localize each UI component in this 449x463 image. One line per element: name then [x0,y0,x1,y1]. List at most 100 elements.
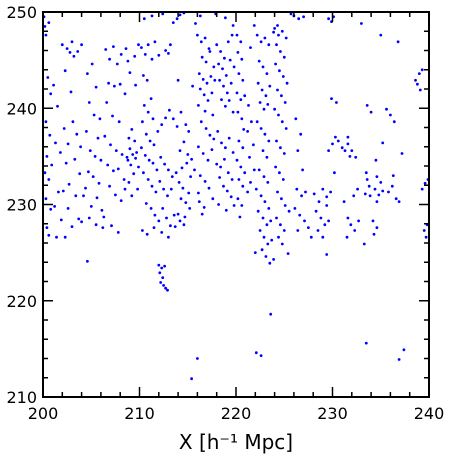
data-point [84,186,87,190]
data-point [215,162,219,166]
data-point [99,158,103,162]
data-point [321,235,325,239]
x-tick-label: 200 [28,404,59,423]
data-point [198,174,202,178]
data-point [248,155,251,159]
data-point [227,99,231,102]
data-point [312,192,316,196]
data-point [98,117,102,121]
data-point [277,33,280,37]
data-point [55,235,58,239]
data-point [423,181,427,185]
data-point [266,181,270,184]
data-point [389,113,392,117]
data-point [109,143,112,147]
y-tick-label: 250 [6,3,37,22]
data-point [247,104,250,107]
data-point [166,288,169,292]
data-point [228,58,232,62]
data-point [177,181,181,184]
data-point [127,136,131,140]
data-point [123,92,127,96]
data-point [107,81,110,85]
data-point [225,189,229,193]
data-point [295,187,299,191]
data-point [317,200,321,204]
data-point [273,107,276,111]
data-point [45,155,49,158]
data-point [296,229,300,232]
data-point [200,212,204,216]
data-point [87,216,91,220]
data-point [269,312,273,316]
data-point [128,147,132,151]
data-point [272,258,275,261]
data-point [176,78,180,82]
data-point [316,229,320,232]
data-point [327,149,330,153]
data-point [148,139,152,143]
data-point [276,24,279,27]
data-point [237,72,241,75]
data-point [52,83,55,87]
data-point [327,17,330,21]
data-point [167,52,170,55]
data-point [76,50,80,53]
data-point [296,149,300,153]
data-point [141,229,144,232]
data-point [184,123,188,126]
data-point [263,132,267,136]
data-point [64,161,68,165]
data-point [280,29,284,33]
data-point [153,213,157,217]
data-point [86,72,89,75]
data-point [186,153,190,156]
data-point [365,178,369,181]
data-point [156,130,160,133]
data-point [153,40,157,44]
data-point [44,33,48,37]
data-point [161,12,165,16]
data-point [142,17,146,21]
data-point [241,146,245,150]
data-point [44,120,48,124]
data-point [258,101,262,104]
plot-frame [42,11,430,398]
data-point [63,235,67,239]
data-point [216,130,220,133]
data-point [149,97,153,100]
data-point [72,54,76,58]
data-point [392,120,396,124]
data-point [142,104,146,107]
data-point [255,33,259,37]
data-point [368,194,372,198]
data-point [47,178,51,181]
data-point [108,184,111,188]
data-point [293,207,297,210]
data-point [126,59,130,63]
data-point [88,149,92,153]
data-point [210,148,214,152]
data-point [286,252,290,256]
data-point [62,127,66,130]
data-point [203,180,207,183]
data-point [152,143,156,147]
data-point [127,181,131,184]
data-point [140,146,143,150]
data-point [283,101,287,104]
data-point [93,155,97,158]
x-tick-label: 240 [414,404,445,423]
data-point [206,99,210,102]
data-point [60,43,64,47]
data-point [96,136,100,140]
data-point [229,195,233,199]
data-point [276,190,279,194]
data-point [255,120,259,124]
data-point [175,125,179,128]
data-point [252,24,256,27]
data-point [146,43,150,47]
data-point [43,25,47,28]
data-point [241,184,245,188]
data-point [137,43,140,47]
data-point [224,208,228,212]
